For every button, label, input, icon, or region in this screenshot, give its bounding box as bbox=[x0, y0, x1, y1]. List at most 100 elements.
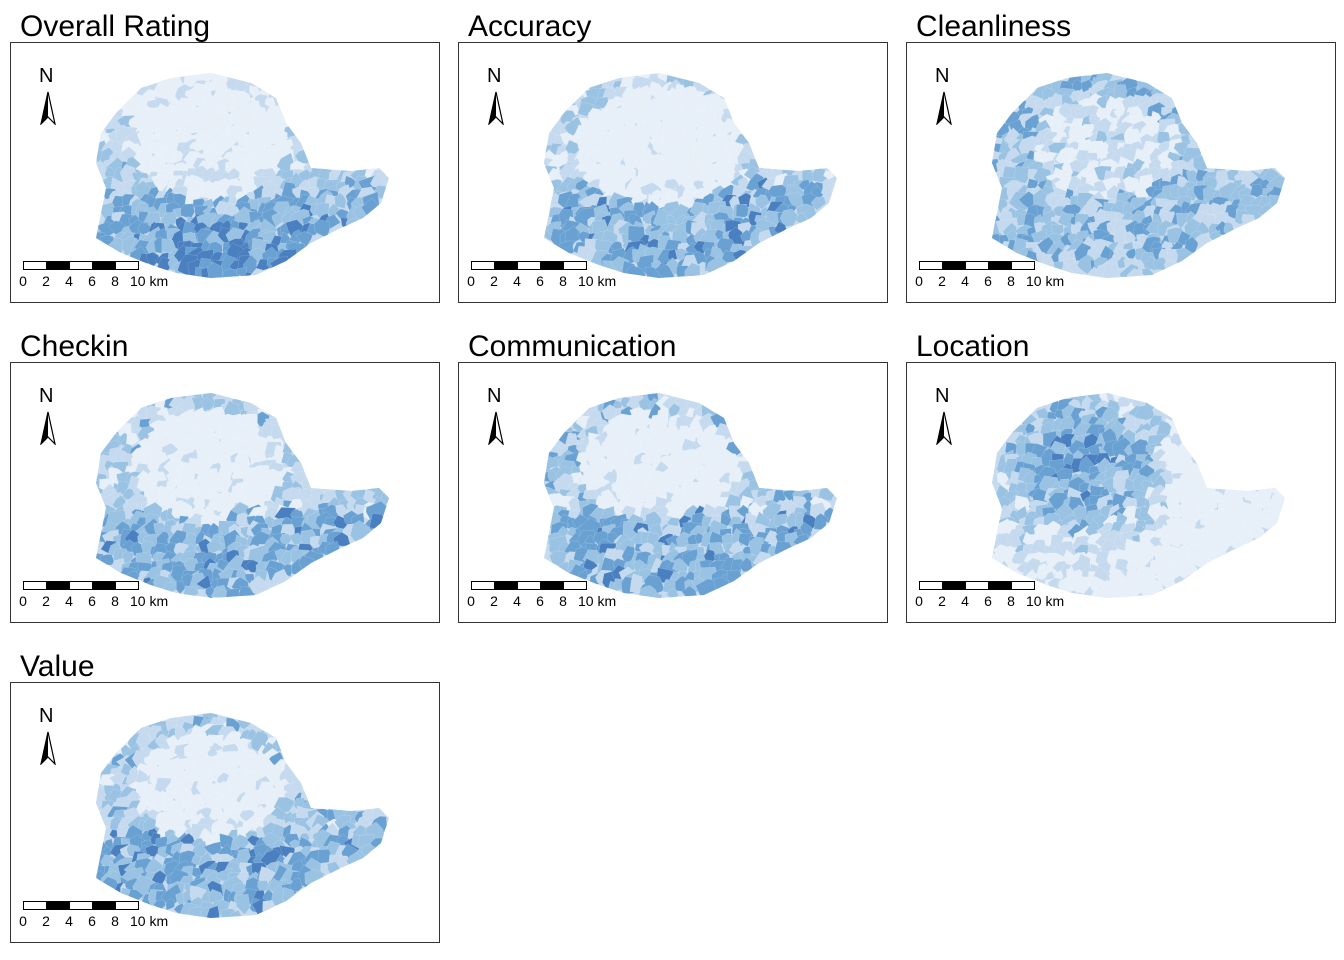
scale-label: 0 bbox=[19, 273, 27, 289]
region bbox=[779, 208, 799, 228]
scale-segment bbox=[115, 581, 139, 590]
map-frame: N 0 2 4 6 8 10 km bbox=[10, 362, 440, 623]
scale-segment bbox=[919, 581, 943, 590]
region bbox=[201, 397, 215, 411]
region bbox=[345, 218, 359, 231]
region bbox=[821, 184, 833, 199]
scale-segment bbox=[563, 581, 587, 590]
region bbox=[1204, 552, 1220, 567]
panel-title: Communication bbox=[468, 330, 677, 363]
scale-segment bbox=[92, 261, 116, 270]
region bbox=[735, 204, 751, 218]
region bbox=[737, 532, 752, 547]
region bbox=[287, 498, 304, 511]
choropleth-map bbox=[992, 73, 1285, 278]
region bbox=[799, 521, 813, 537]
map-panel: Checkin N 0 2 4 6 8 10 km bbox=[10, 320, 440, 623]
scale-label: 2 bbox=[42, 913, 50, 929]
scale-label: 2 bbox=[42, 593, 50, 609]
scale-segment bbox=[471, 581, 495, 590]
choropleth-map bbox=[544, 73, 837, 278]
map-frame: N 0 2 4 6 8 10 km bbox=[906, 42, 1336, 303]
scale-label: 4 bbox=[65, 913, 73, 929]
scale-segment bbox=[988, 581, 1012, 590]
north-arrow-icon bbox=[488, 91, 504, 125]
region bbox=[221, 268, 240, 278]
region bbox=[206, 538, 223, 553]
scale-label: 0 bbox=[915, 593, 923, 609]
scale-bar: 0 2 4 6 8 10 km bbox=[915, 261, 1064, 291]
region bbox=[334, 192, 347, 209]
scale-label: 2 bbox=[490, 593, 498, 609]
map-frame: N 0 2 4 6 8 10 km bbox=[458, 42, 888, 303]
north-arrow-label: N bbox=[935, 65, 950, 87]
north-arrow-icon bbox=[40, 411, 56, 445]
region bbox=[126, 433, 140, 446]
scale-label: 2 bbox=[938, 273, 946, 289]
region bbox=[1196, 221, 1211, 235]
region bbox=[610, 145, 626, 162]
scale-segment bbox=[23, 581, 47, 590]
scale-label: 6 bbox=[984, 593, 992, 609]
north-arrow-label: N bbox=[39, 65, 54, 87]
region bbox=[811, 167, 828, 183]
scale-bar: 0 2 4 6 8 10 km bbox=[467, 261, 616, 291]
region bbox=[666, 587, 679, 598]
scale-segment bbox=[942, 261, 966, 270]
scale-label: 6 bbox=[88, 593, 96, 609]
north-arrow-icon bbox=[936, 411, 952, 445]
region bbox=[700, 145, 721, 164]
choropleth-map bbox=[544, 393, 837, 598]
region bbox=[271, 212, 286, 227]
choropleth-regions bbox=[96, 393, 389, 598]
scale-bar: 0 2 4 6 8 10 km bbox=[19, 901, 168, 931]
region bbox=[279, 533, 293, 545]
choropleth-regions bbox=[544, 73, 837, 278]
scale-segment bbox=[988, 261, 1012, 270]
scale-bar: 0 2 4 6 8 10 km bbox=[19, 261, 168, 291]
region bbox=[1077, 576, 1090, 594]
choropleth-regions bbox=[96, 713, 389, 918]
scale-segment bbox=[942, 581, 966, 590]
region bbox=[227, 129, 242, 145]
north-arrow-icon bbox=[488, 411, 504, 445]
region bbox=[210, 585, 230, 598]
choropleth-regions bbox=[992, 393, 1285, 598]
scale-label: 8 bbox=[111, 913, 119, 929]
scale-label: 0 bbox=[467, 273, 475, 289]
region bbox=[684, 262, 701, 278]
north-arrow-label: N bbox=[487, 385, 502, 407]
scale-label: 4 bbox=[961, 273, 969, 289]
region bbox=[220, 908, 237, 918]
scale-label: 4 bbox=[65, 593, 73, 609]
choropleth-map bbox=[96, 713, 389, 918]
north-arrow-icon bbox=[40, 91, 56, 125]
panel-title: Value bbox=[20, 650, 95, 683]
panel-title: Overall Rating bbox=[20, 10, 211, 43]
region bbox=[120, 453, 134, 466]
scale-segment bbox=[69, 901, 93, 910]
region bbox=[583, 558, 599, 571]
scale-segment bbox=[494, 581, 518, 590]
map-panel: Location N 0 2 4 6 8 10 km bbox=[906, 320, 1336, 623]
region bbox=[243, 254, 257, 274]
scale-segment bbox=[919, 261, 943, 270]
north-arrow-label: N bbox=[487, 65, 502, 87]
choropleth-regions bbox=[96, 73, 389, 278]
region bbox=[299, 488, 313, 500]
scale-segment bbox=[965, 581, 989, 590]
scale-segment bbox=[46, 261, 70, 270]
scale-label: 4 bbox=[513, 273, 521, 289]
scale-segment bbox=[1011, 261, 1035, 270]
region bbox=[568, 497, 580, 511]
scale-label: 10 km bbox=[1026, 593, 1065, 609]
region bbox=[369, 513, 388, 530]
scale-segment bbox=[46, 581, 70, 590]
scale-label: 10 km bbox=[130, 913, 169, 929]
region bbox=[1034, 566, 1050, 580]
scale-label: 8 bbox=[559, 273, 567, 289]
region bbox=[1092, 588, 1112, 598]
scale-bar: 0 2 4 6 8 10 km bbox=[467, 581, 616, 611]
scale-segment bbox=[540, 261, 564, 270]
scale-label: 6 bbox=[984, 273, 992, 289]
